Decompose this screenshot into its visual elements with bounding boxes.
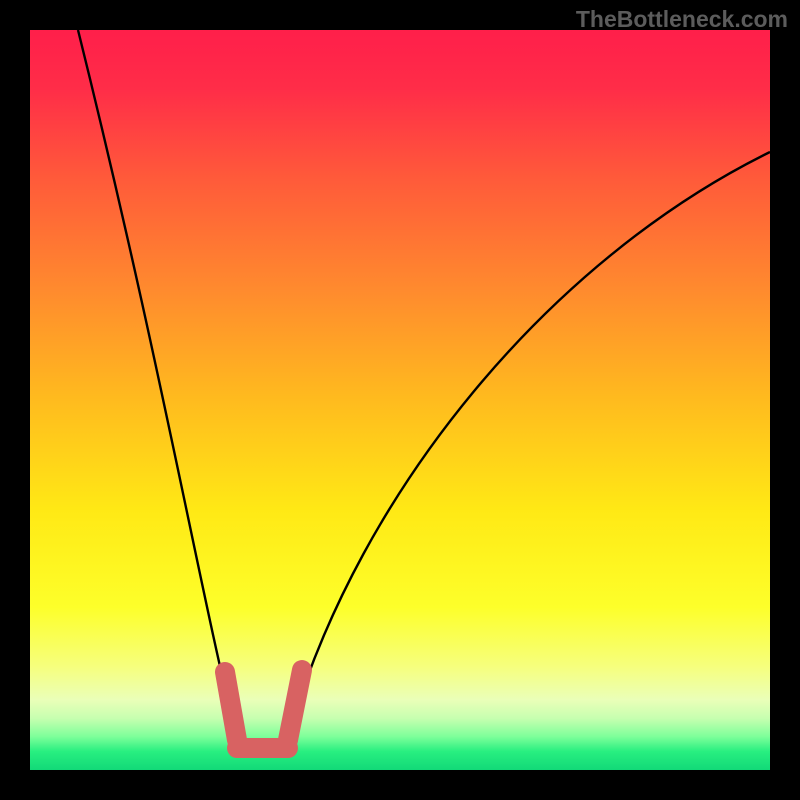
watermark-text: TheBottleneck.com	[576, 6, 788, 33]
chart-container: TheBottleneck.com	[0, 0, 800, 800]
gradient-background	[30, 30, 770, 770]
bottleneck-chart	[0, 0, 800, 800]
optimal-zone-left-segment	[225, 672, 237, 740]
optimal-zone-right-segment	[288, 670, 302, 740]
